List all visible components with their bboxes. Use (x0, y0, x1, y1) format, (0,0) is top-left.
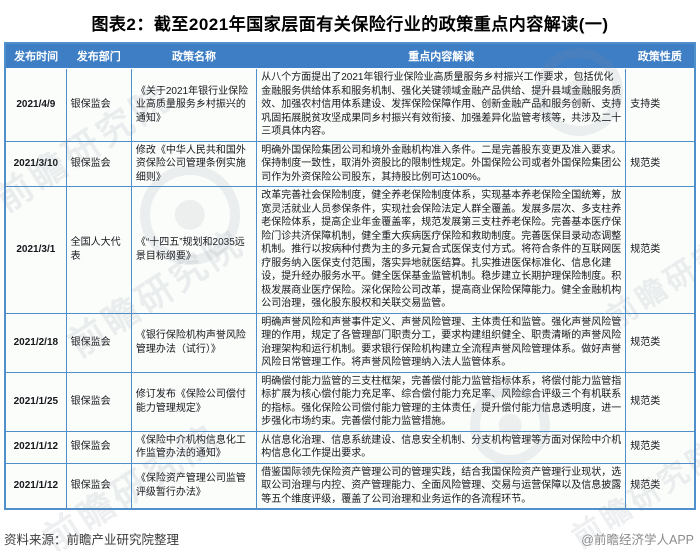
figure-title: 图表2：截至2021年国家层面有关保险行业的政策重点内容解读(一) (91, 15, 609, 34)
cell-policy-name: 《保险中介机构信息化工作监管办法的通知》 (130, 430, 258, 464)
cell-policy-nature: 支持类 (625, 68, 696, 142)
col-header-publish-dept: 发布部门 (66, 43, 132, 69)
cell-policy-nature: 规范类 (625, 462, 696, 510)
cell-key-content: 从信息化治理、信息系统建设、信息安全机制、分支机构管理等方面对保险中介机构信息化… (256, 430, 627, 464)
cell-key-content: 明确偿付能力监管的三支柱框架，完善偿付能力监管指标体系，将偿付能力监管指标扩展为… (256, 371, 627, 432)
table-row: 2021/3/1 全国人大代表 《“十四五”规划和2035远景目标纲要》 改革完… (4, 186, 696, 314)
cell-policy-name: 修改《中华人民共和国外资保险公司管理条例实施细则》 (130, 140, 258, 187)
cell-policy-nature: 规范类 (625, 186, 696, 314)
cell-policy-nature: 规范类 (625, 430, 696, 464)
col-header-policy-nature: 政策性质 (625, 43, 695, 69)
cell-publish-dept: 银保监会 (65, 462, 132, 510)
table-row: 2021/1/25 银保监会 修订发布《保险公司偿付能力管理规定》 明确偿付能力… (4, 371, 696, 432)
cell-publish-date: 2021/1/12 (4, 430, 67, 464)
cell-policy-name: 《关于2021年银行业保险业高质量服务乡村振兴的通知》 (130, 68, 258, 142)
col-header-publish-date: 发布时间 (5, 43, 67, 69)
cell-policy-nature: 规范类 (625, 140, 696, 187)
cell-policy-name: 《保险资产管理公司监管评级暂行办法》 (130, 462, 258, 510)
cell-publish-date: 2021/2/18 (4, 312, 67, 373)
cell-publish-date: 2021/1/25 (4, 371, 67, 432)
table-row: 2021/4/9 银保监会 《关于2021年银行业保险业高质量服务乡村振兴的通知… (4, 68, 696, 142)
cell-key-content: 明确声誉风险和声誉事件定义、声誉风险管理、主体责任和监管。强化声誉风险管理的作用… (256, 312, 627, 373)
table-row: 2021/3/10 银保监会 修改《中华人民共和国外资保险公司管理条例实施细则》… (4, 140, 696, 187)
cell-publish-dept: 银保监会 (65, 430, 132, 464)
policy-table: 发布时间 发布部门 政策名称 重点内容解读 政策性质 2021/4/9 银保监会… (4, 42, 696, 510)
col-header-policy-name: 政策名称 (131, 43, 257, 69)
cell-publish-date: 2021/3/1 (4, 186, 67, 314)
cell-key-content: 从八个方面提出了2021年银行业保险业高质量服务乡村振兴工作要求，包括优化金融服… (256, 68, 627, 142)
table-row: 2021/2/18 银保监会 《银行保险机构声誉风险管理办法（试行）》 明确声誉… (4, 312, 696, 373)
cell-key-content: 明确外国保险集团公司和境外金融机构准入条件。二是完善股东变更及准入要求。保持制度… (256, 140, 627, 187)
cell-publish-dept: 银保监会 (65, 371, 132, 432)
cell-key-content: 改革完善社会保险制度，健全养老保险制度体系，实现基本养老保险全国统筹，放宽灵活就… (256, 186, 627, 314)
cell-policy-name: 修订发布《保险公司偿付能力管理规定》 (130, 371, 258, 432)
cell-policy-name: 《“十四五”规划和2035远景目标纲要》 (130, 186, 258, 314)
cell-publish-dept: 全国人大代表 (65, 186, 132, 314)
cell-publish-dept: 银保监会 (65, 140, 132, 187)
cell-key-content: 借鉴国际领先保险资产管理公司的管理实践，结合我国保险资产管理行业现状，选取公司治… (256, 462, 627, 510)
table-row: 2021/1/12 银保监会 《保险资产管理公司监管评级暂行办法》 借鉴国际领先… (4, 462, 696, 510)
figure-footer: 资料来源：前瞻产业研究院整理 @前瞻经济学人APP (4, 529, 694, 548)
source-note: 资料来源：前瞻产业研究院整理 (4, 533, 180, 547)
cell-publish-date: 2021/1/12 (4, 462, 67, 510)
cell-publish-date: 2021/3/10 (4, 140, 67, 187)
cell-policy-nature: 规范类 (625, 312, 696, 373)
col-header-key-content: 重点内容解读 (256, 43, 626, 69)
cell-publish-dept: 银保监会 (65, 68, 132, 142)
cell-publish-date: 2021/4/9 (4, 68, 67, 142)
brand-note: @前瞻经济学人APP (581, 533, 694, 547)
cell-publish-dept: 银保监会 (65, 312, 132, 373)
cell-policy-nature: 规范类 (625, 371, 696, 432)
cell-policy-name: 《银行保险机构声誉风险管理办法（试行）》 (130, 312, 258, 373)
table-header-row: 发布时间 发布部门 政策名称 重点内容解读 政策性质 (5, 43, 695, 69)
table-row: 2021/1/12 银保监会 《保险中介机构信息化工作监管办法的通知》 从信息化… (4, 430, 696, 464)
